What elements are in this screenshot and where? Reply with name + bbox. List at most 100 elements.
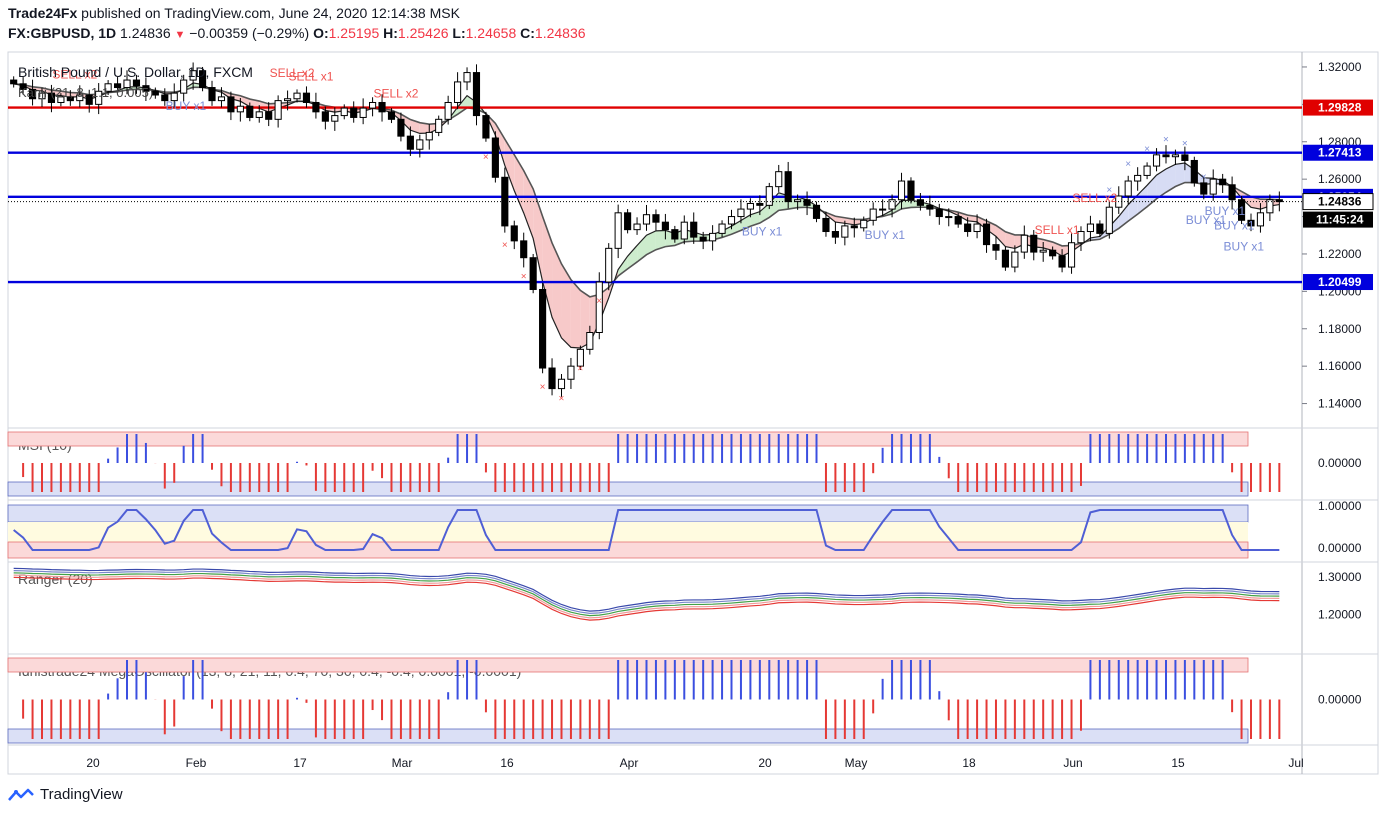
kanji-cloud-segment — [1137, 185, 1148, 215]
time-tick-label: 18 — [962, 756, 976, 770]
candle-up — [1152, 154, 1161, 167]
open-label: O: — [313, 25, 329, 41]
candle-up — [1086, 223, 1094, 233]
candle-up — [633, 223, 641, 231]
candle-down — [784, 171, 792, 203]
candle-down — [265, 111, 273, 120]
kanji-cloud-segment — [637, 235, 647, 262]
candle-up — [973, 223, 981, 233]
candle-up — [869, 208, 877, 221]
candle-down — [548, 367, 556, 390]
kanji-cloud-segment — [750, 211, 760, 227]
candle-down — [652, 214, 660, 223]
candle-up — [945, 216, 953, 219]
candle-up — [586, 332, 594, 350]
price-tick-label: 1.18000 — [1318, 322, 1362, 336]
candle-down — [491, 137, 499, 178]
sell-cross-icon: × — [483, 152, 489, 163]
candle-down — [397, 118, 405, 137]
level-tag — [1303, 274, 1373, 291]
candle-up — [1011, 251, 1019, 268]
kanji-cloud-segment — [410, 119, 420, 134]
candle-up — [1077, 231, 1085, 244]
kanji-cloud-segment — [552, 242, 562, 338]
kanji-cloud-segment — [1043, 239, 1053, 251]
signal-label: SELL x2 — [373, 86, 418, 100]
candle-up — [425, 131, 433, 141]
upper-band — [7, 504, 1249, 523]
ranger-band-line — [13, 572, 1280, 617]
candle-down — [406, 135, 414, 150]
sell-cross-icon: × — [596, 296, 602, 307]
candle-down — [1237, 199, 1246, 221]
candle-up — [595, 281, 603, 334]
candle-down — [954, 216, 962, 225]
candle-down — [472, 72, 481, 117]
candle-up — [180, 79, 188, 94]
panel-tick-label: 1.30000 — [1318, 570, 1362, 584]
candle-up — [642, 214, 651, 225]
candle-down — [916, 199, 924, 206]
ranger-band-line — [13, 574, 1280, 619]
candle-down — [1096, 223, 1104, 234]
candle-down — [850, 225, 858, 229]
lower-band — [7, 481, 1249, 497]
candle-up — [1067, 242, 1076, 268]
candle-down — [482, 115, 490, 139]
candle-down — [926, 204, 934, 210]
chart-title: British Pound / U.S. Dollar, 1D, FXCM — [18, 64, 253, 80]
kanji-cloud-segment — [570, 279, 581, 349]
candle-down — [387, 111, 396, 120]
candle-down — [690, 221, 698, 238]
chart-area[interactable]: 1.320001.300001.280001.260001.240001.220… — [0, 0, 1385, 780]
candle-down — [510, 225, 518, 242]
signal-label: BUY x1 — [865, 228, 906, 242]
tradingview-logo[interactable]: TradingView — [8, 786, 123, 803]
buy-cross-icon: × — [1182, 138, 1188, 149]
candle-up — [217, 96, 226, 102]
signal-label: SELL x1 — [288, 69, 333, 83]
signal-label: BUY x1 — [1214, 219, 1255, 233]
candle-up — [680, 221, 688, 240]
kanji-cloud-segment — [958, 212, 968, 221]
kanji-cloud-segment — [523, 170, 534, 239]
low-label: L: — [452, 25, 466, 41]
panel-tick-label: 0.00000 — [1318, 693, 1362, 707]
candle-up — [359, 107, 367, 118]
candle-up — [888, 199, 896, 210]
close-value: 1.24836 — [534, 25, 586, 41]
signal-label: BUY x1 — [1205, 204, 1246, 218]
candle-down — [1058, 255, 1066, 268]
level-label: 1.29828 — [1318, 101, 1362, 115]
kanji-cloud-segment — [495, 123, 505, 166]
candle-down — [501, 176, 509, 227]
candle-down — [132, 79, 141, 87]
kanji-cloud-segment — [1165, 164, 1176, 193]
last-price: 1.24836 — [120, 25, 171, 41]
kanji-cloud-segment — [400, 114, 411, 131]
candle-down — [992, 244, 1000, 251]
candle-up — [331, 115, 339, 122]
level-tag — [1303, 144, 1373, 161]
time-tick-label: Feb — [186, 756, 207, 770]
candle-down — [246, 105, 254, 118]
candle-down — [1181, 154, 1189, 161]
candle-down — [756, 202, 764, 206]
candle-up — [1171, 154, 1180, 158]
candle-down — [113, 83, 122, 89]
time-tick-label: 16 — [500, 756, 514, 770]
candle-down — [539, 288, 547, 369]
candle-up — [1039, 249, 1047, 253]
signal-label: SELL x1 — [1035, 223, 1080, 237]
candle-down — [529, 257, 537, 290]
candle-up — [416, 139, 424, 150]
candle-down — [982, 223, 991, 246]
candle-up — [38, 92, 46, 100]
published-text: published on TradingView.com, June 24, 2… — [81, 5, 460, 21]
signal-label: BUY x1 — [166, 99, 207, 113]
ranger-band-line — [13, 567, 1280, 612]
candle-up — [746, 202, 754, 210]
candle-up — [614, 212, 622, 249]
kanji-cloud-segment — [457, 95, 468, 115]
time-tick-label: Apr — [620, 756, 639, 770]
